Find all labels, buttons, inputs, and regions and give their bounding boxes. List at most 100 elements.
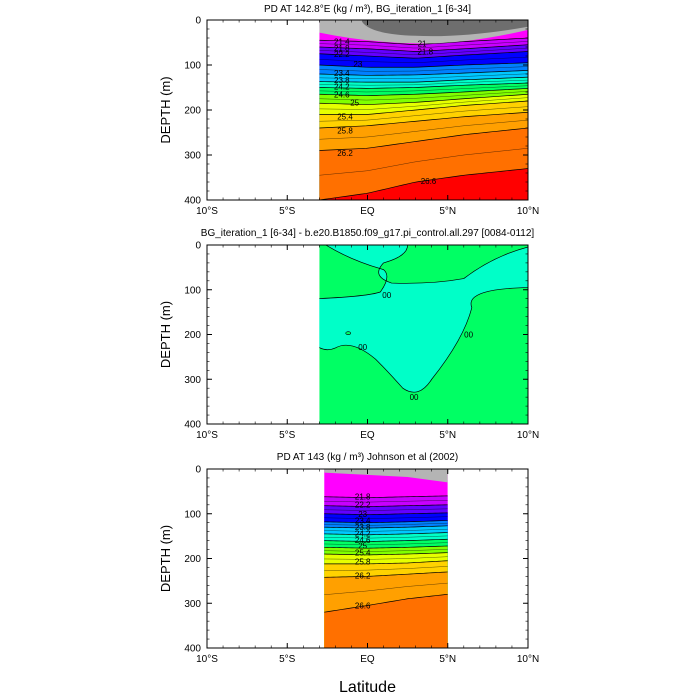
contour-label: 23 xyxy=(353,60,362,69)
y-axis-label: DEPTH (m) xyxy=(158,525,173,592)
isopycnal-line xyxy=(319,44,528,52)
x-axis-label: Latitude xyxy=(339,679,396,696)
x-tick-label: 10°N xyxy=(517,430,539,441)
y-tick-label: 400 xyxy=(184,196,201,207)
minor-isoline xyxy=(319,97,528,110)
isopycnal-line xyxy=(324,512,448,515)
minor-isoline xyxy=(319,91,528,101)
x-tick-label: 10°S xyxy=(196,654,218,665)
contour-label: 23.4 xyxy=(355,516,371,525)
y-tick-label: 400 xyxy=(184,420,201,431)
chart-title: PD AT 143 (kg / m³) Johnson et al (2002) xyxy=(277,452,458,463)
chart-title: PD AT 142.8°E (kg / m³), BG_iteration_1 … xyxy=(264,4,471,15)
contour-label: 25.8 xyxy=(337,126,353,135)
isopycnal-line xyxy=(324,571,448,578)
contour-label: 21.8 xyxy=(417,48,433,57)
minor-isoline xyxy=(319,73,528,79)
contour-label: 00 xyxy=(410,393,419,402)
y-tick-label: 300 xyxy=(184,375,201,386)
contour-label: 21.8 xyxy=(334,44,350,53)
isopycnal-line xyxy=(324,560,448,565)
x-tick-label: 10°N xyxy=(517,654,539,665)
minor-isoline xyxy=(324,542,448,546)
y-tick-label: 200 xyxy=(184,330,201,341)
minor-isoline xyxy=(324,566,448,571)
minor-isoline xyxy=(319,47,528,56)
contour-label: 23.8 xyxy=(334,76,350,85)
contour-label: 26.6 xyxy=(421,177,437,186)
contour-label: 24.6 xyxy=(355,536,371,545)
minor-isoline xyxy=(324,582,448,595)
contour-label: 24.2 xyxy=(334,83,350,92)
isopycnal-line xyxy=(324,504,448,507)
y-axis-label: DEPTH (m) xyxy=(158,76,173,143)
y-tick-label: 200 xyxy=(184,106,201,117)
isopycnal-line xyxy=(319,168,528,200)
minor-isoline xyxy=(324,528,448,532)
contour-label: 00 xyxy=(464,331,473,340)
y-tick-label: 0 xyxy=(195,241,201,252)
isopycnal-line xyxy=(319,88,528,96)
chart-title: BG_iteration_1 [6-34] - b.e20.B1850.f09_… xyxy=(201,228,535,239)
isopycnal-line xyxy=(324,538,448,542)
isopycnal-line xyxy=(324,520,448,524)
minor-isoline xyxy=(319,119,528,140)
y-tick-label: 300 xyxy=(184,599,201,610)
contour-label: 22.2 xyxy=(355,500,371,509)
x-tick-label: EQ xyxy=(360,430,375,441)
positive-region xyxy=(319,245,528,393)
contour-label: 26.2 xyxy=(337,149,353,158)
contour-label: 25.8 xyxy=(355,558,371,567)
contour-label: 23.8 xyxy=(355,523,371,532)
minor-isoline xyxy=(319,106,528,122)
x-tick-label: 5°S xyxy=(279,430,296,441)
isopycnal-line xyxy=(324,545,448,549)
contour-field: 21.421.822.22323.423.824.224.62525.425.8… xyxy=(319,20,528,200)
surface-light xyxy=(324,469,448,483)
y-tick-label: 400 xyxy=(184,644,201,655)
contour-label: 21.4 xyxy=(334,38,350,47)
isopycnal-line xyxy=(319,82,528,89)
contour-label: 00 xyxy=(358,343,367,352)
isopycnal-line xyxy=(319,37,528,45)
x-tick-label: 5°N xyxy=(439,430,456,441)
minor-isoline xyxy=(324,516,448,519)
contour-label: 23 xyxy=(358,510,367,519)
minor-isoline xyxy=(324,549,448,552)
y-tick-label: 300 xyxy=(184,151,201,162)
contour-field: 00 00 00 00 xyxy=(319,245,528,424)
contour-label: 25 xyxy=(350,98,359,107)
isopycnal-line xyxy=(319,70,528,76)
negative-island xyxy=(345,331,352,335)
isopycnal-line xyxy=(319,100,528,115)
contour-label: 22.2 xyxy=(334,50,350,59)
x-tick-label: 10°S xyxy=(196,430,218,441)
contour-label: 00 xyxy=(382,291,391,300)
contour-label: 25.4 xyxy=(355,549,371,558)
minor-isoline xyxy=(319,41,528,49)
density-band xyxy=(319,168,528,200)
minor-isoline xyxy=(324,535,448,539)
surface-light xyxy=(319,20,363,29)
contour-label: 21 xyxy=(418,39,427,48)
x-tick-label: 5°S xyxy=(279,206,296,217)
contour-label: 23.4 xyxy=(334,69,350,78)
minor-isoline xyxy=(319,56,528,63)
contour-label: 25.4 xyxy=(337,112,353,121)
isopycnal-line xyxy=(319,93,528,105)
x-tick-label: EQ xyxy=(360,206,375,217)
x-tick-label: EQ xyxy=(360,654,375,665)
panel-1: 21.421.822.22323.423.824.224.62525.425.8… xyxy=(158,4,539,217)
x-tick-label: 5°N xyxy=(439,654,456,665)
contour-label: 24.2 xyxy=(355,529,371,538)
contour-label: 26.6 xyxy=(355,601,371,610)
y-tick-label: 0 xyxy=(195,465,201,476)
isopycnal-line xyxy=(324,495,448,498)
isopycnal-line xyxy=(319,62,528,68)
x-tick-label: 5°N xyxy=(439,206,456,217)
isopycnal-line xyxy=(324,552,448,556)
y-tick-label: 100 xyxy=(184,285,201,296)
